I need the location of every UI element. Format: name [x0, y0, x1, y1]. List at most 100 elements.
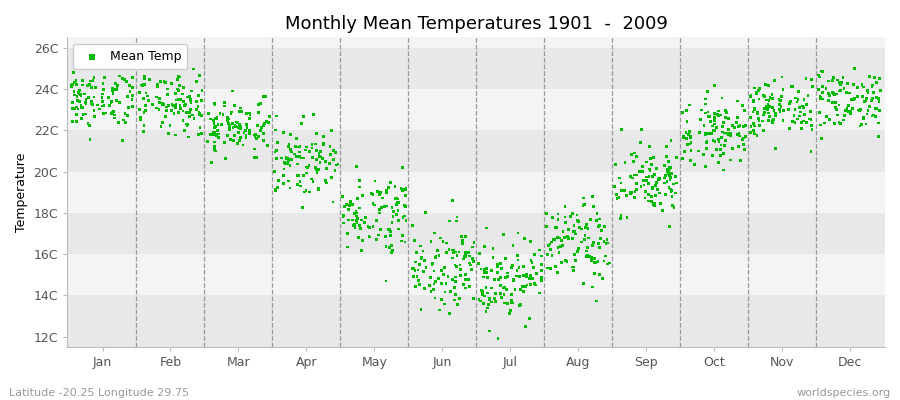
Point	[154, 123, 168, 130]
Point	[568, 231, 582, 237]
Point	[70, 93, 85, 100]
Point	[338, 203, 352, 210]
Point	[829, 99, 843, 105]
Point	[772, 106, 787, 112]
Point	[766, 118, 780, 124]
Point	[142, 76, 157, 83]
Point	[94, 95, 109, 101]
Point	[535, 261, 549, 268]
Point	[172, 109, 186, 115]
Point	[339, 202, 354, 208]
Point	[862, 74, 877, 80]
Point	[512, 274, 526, 280]
Point	[716, 129, 730, 135]
Point	[279, 155, 293, 161]
Point	[558, 258, 572, 264]
Point	[208, 148, 222, 154]
Point	[399, 218, 413, 224]
Point	[84, 78, 98, 84]
Point	[192, 110, 206, 116]
Point	[221, 120, 236, 127]
Point	[614, 212, 628, 218]
Point	[499, 274, 513, 281]
Point	[805, 76, 819, 83]
Point	[97, 102, 112, 109]
Point	[463, 284, 477, 290]
Point	[410, 249, 424, 256]
Point	[272, 178, 286, 184]
Point	[660, 178, 674, 184]
Point	[529, 270, 544, 277]
Point	[482, 296, 497, 302]
Point	[194, 98, 209, 104]
Point	[725, 122, 740, 129]
Point	[382, 226, 396, 232]
Point	[153, 78, 167, 85]
Point	[299, 147, 313, 153]
Point	[510, 252, 525, 258]
Point	[788, 106, 802, 113]
Point	[766, 119, 780, 126]
Point	[132, 106, 147, 112]
Point	[397, 213, 411, 219]
Point	[600, 261, 615, 267]
Point	[709, 146, 724, 153]
Point	[282, 178, 296, 184]
Point	[256, 130, 271, 136]
Point	[591, 224, 606, 230]
Point	[363, 224, 377, 231]
Point	[592, 222, 607, 229]
Point	[170, 77, 184, 83]
Point	[857, 115, 871, 122]
Point	[149, 105, 164, 111]
Point	[324, 127, 338, 134]
Point	[226, 88, 240, 94]
Point	[655, 207, 670, 213]
Point	[135, 65, 149, 72]
Point	[176, 99, 191, 105]
Point	[210, 114, 224, 121]
Point	[720, 130, 734, 136]
Point	[642, 180, 656, 187]
Point	[511, 230, 526, 236]
Point	[571, 218, 585, 224]
Point	[484, 267, 499, 274]
Point	[306, 112, 320, 118]
Point	[251, 133, 266, 140]
Point	[182, 109, 196, 116]
Point	[189, 78, 203, 84]
Point	[664, 187, 679, 194]
Point	[168, 90, 183, 97]
Point	[643, 166, 657, 172]
Point	[350, 214, 365, 220]
Point	[153, 100, 167, 106]
Point	[181, 134, 195, 140]
Bar	[68, 89, 885, 130]
Point	[723, 157, 737, 163]
Point	[811, 86, 825, 93]
Point	[842, 108, 856, 115]
Point	[137, 109, 151, 115]
Point	[225, 109, 239, 115]
Point	[105, 88, 120, 94]
Point	[757, 109, 771, 116]
Point	[638, 195, 652, 201]
Point	[703, 130, 717, 137]
Point	[867, 90, 881, 96]
Point	[545, 214, 560, 220]
Bar	[68, 48, 885, 89]
Point	[811, 72, 825, 78]
Point	[634, 126, 649, 132]
Point	[839, 107, 853, 114]
Point	[576, 202, 590, 208]
Point	[699, 145, 714, 152]
Point	[493, 260, 508, 267]
Point	[718, 108, 733, 114]
Point	[504, 291, 518, 298]
Point	[481, 274, 495, 281]
Point	[120, 112, 134, 118]
Point	[682, 141, 697, 147]
Point	[71, 89, 86, 96]
Point	[457, 253, 472, 260]
Point	[70, 97, 85, 104]
